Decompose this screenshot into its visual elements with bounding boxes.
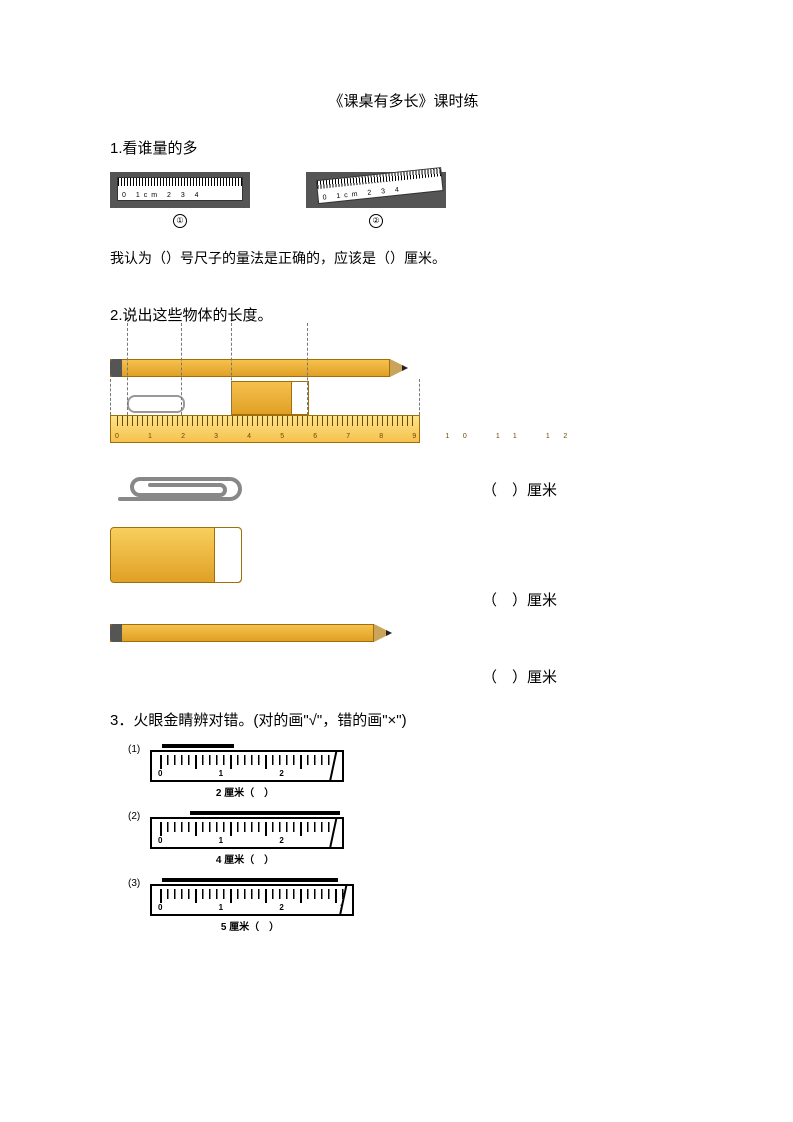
eraser-icon [110, 527, 242, 583]
q1-heading: 1.看谁量的多 [110, 137, 697, 158]
ruler-bw-icon: 0 1 2 3 4 [150, 750, 344, 782]
q2-figure: 0 1 2 3 4 5 6 7 8 9 10 11 12 [110, 359, 420, 443]
ruler-bw-icon: 0 1 2 3 4 5 [150, 884, 354, 916]
paperclip-icon [110, 469, 260, 509]
items-row [110, 379, 420, 415]
q3-label-3: 5 厘米（ ） [150, 918, 350, 933]
q3-heading: 3．火眼金睛辨对错。(对的画"√"，错的画"×") [110, 709, 697, 730]
bar-icon [162, 878, 338, 882]
ruler-icon: 0 1cm 2 3 4 [118, 178, 242, 200]
page-title: 《课桌有多长》课时练 [110, 90, 697, 111]
q1-fig-b: 0 1cm 2 3 4 ② [306, 172, 446, 228]
page-root: 《课桌有多长》课时练 1.看谁量的多 0 1cm 2 3 4 ① 0 1cm 2… [0, 0, 793, 985]
dark-strip-icon: 0 1cm 2 3 4 [306, 172, 446, 208]
q2-item-eraser [110, 527, 697, 583]
pencil-icon [110, 359, 420, 377]
dark-strip-icon: 0 1cm 2 3 4 [110, 172, 250, 208]
paperclip-small-icon [127, 395, 185, 413]
ruler-bw-icon: 0 1 2 3 4 [150, 817, 344, 849]
q3-item-1: (1) 0 1 2 3 4 2 厘米（ ） [150, 744, 697, 799]
q3-block: (1) 0 1 2 3 4 2 厘米（ ） (2) 0 1 2 3 4 4 厘米… [150, 744, 697, 933]
option-a-label: ① [173, 214, 187, 228]
q2-heading: 2.说出这些物体的长度。 [110, 304, 697, 325]
q3-item-3: (3) 0 1 2 3 4 5 5 厘米（ ） [150, 878, 697, 933]
bar-icon [190, 811, 340, 815]
q3-item-2: (2) 0 1 2 3 4 4 厘米（ ） [150, 811, 697, 866]
q2-blank-a: （ ）厘米 [482, 479, 697, 500]
ruler-yellow-icon: 0 1 2 3 4 5 6 7 8 9 10 11 12 [110, 415, 420, 443]
q1-sentence: 我认为（）号尺子的量法是正确的，应该是（）厘米。 [110, 248, 697, 268]
q2-item-clip: （ ）厘米 [110, 469, 697, 509]
q2-blank-b: （ ）厘米 [110, 589, 697, 610]
option-b-label: ② [369, 214, 383, 228]
q1-fig-a: 0 1cm 2 3 4 ① [110, 172, 250, 228]
pencil-icon [110, 624, 400, 642]
ruler-angled-icon: 0 1cm 2 3 4 [317, 168, 443, 203]
q1-figures: 0 1cm 2 3 4 ① 0 1cm 2 3 4 ② [110, 172, 697, 228]
q3-label-1: 2 厘米（ ） [150, 784, 340, 799]
q3-label-2: 4 厘米（ ） [150, 851, 340, 866]
q2-item-pencil [110, 624, 697, 642]
bar-icon [162, 744, 234, 748]
eraser-small-icon [231, 381, 309, 415]
q2-blank-c: （ ）厘米 [110, 666, 697, 687]
